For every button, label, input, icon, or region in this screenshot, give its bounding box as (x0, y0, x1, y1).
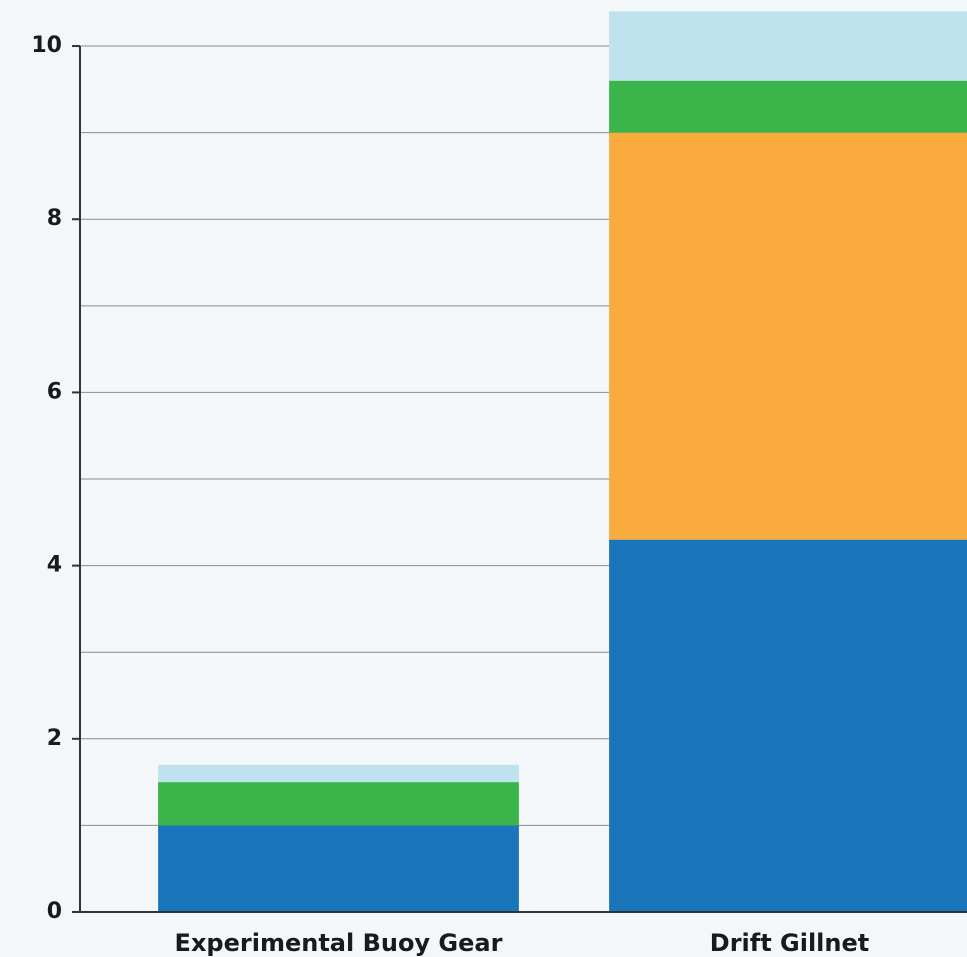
bar-segment (609, 539, 967, 912)
y-tick-label: 10 (31, 33, 62, 58)
x-tick-label: Experimental Buoy Gear (175, 929, 503, 957)
bar-segment (609, 11, 967, 81)
y-tick-label: 4 (47, 553, 62, 578)
bar-segment (158, 782, 519, 826)
y-tick-label: 0 (47, 899, 62, 924)
bar-segment (609, 80, 967, 133)
y-tick-label: 8 (47, 206, 62, 231)
y-tick-label: 6 (47, 379, 62, 404)
bar-segment (158, 764, 519, 783)
bar-segment (609, 132, 967, 540)
y-tick-label: 2 (47, 726, 62, 751)
x-tick-label: Drift Gillnet (710, 929, 869, 957)
bar-segment (158, 825, 519, 912)
